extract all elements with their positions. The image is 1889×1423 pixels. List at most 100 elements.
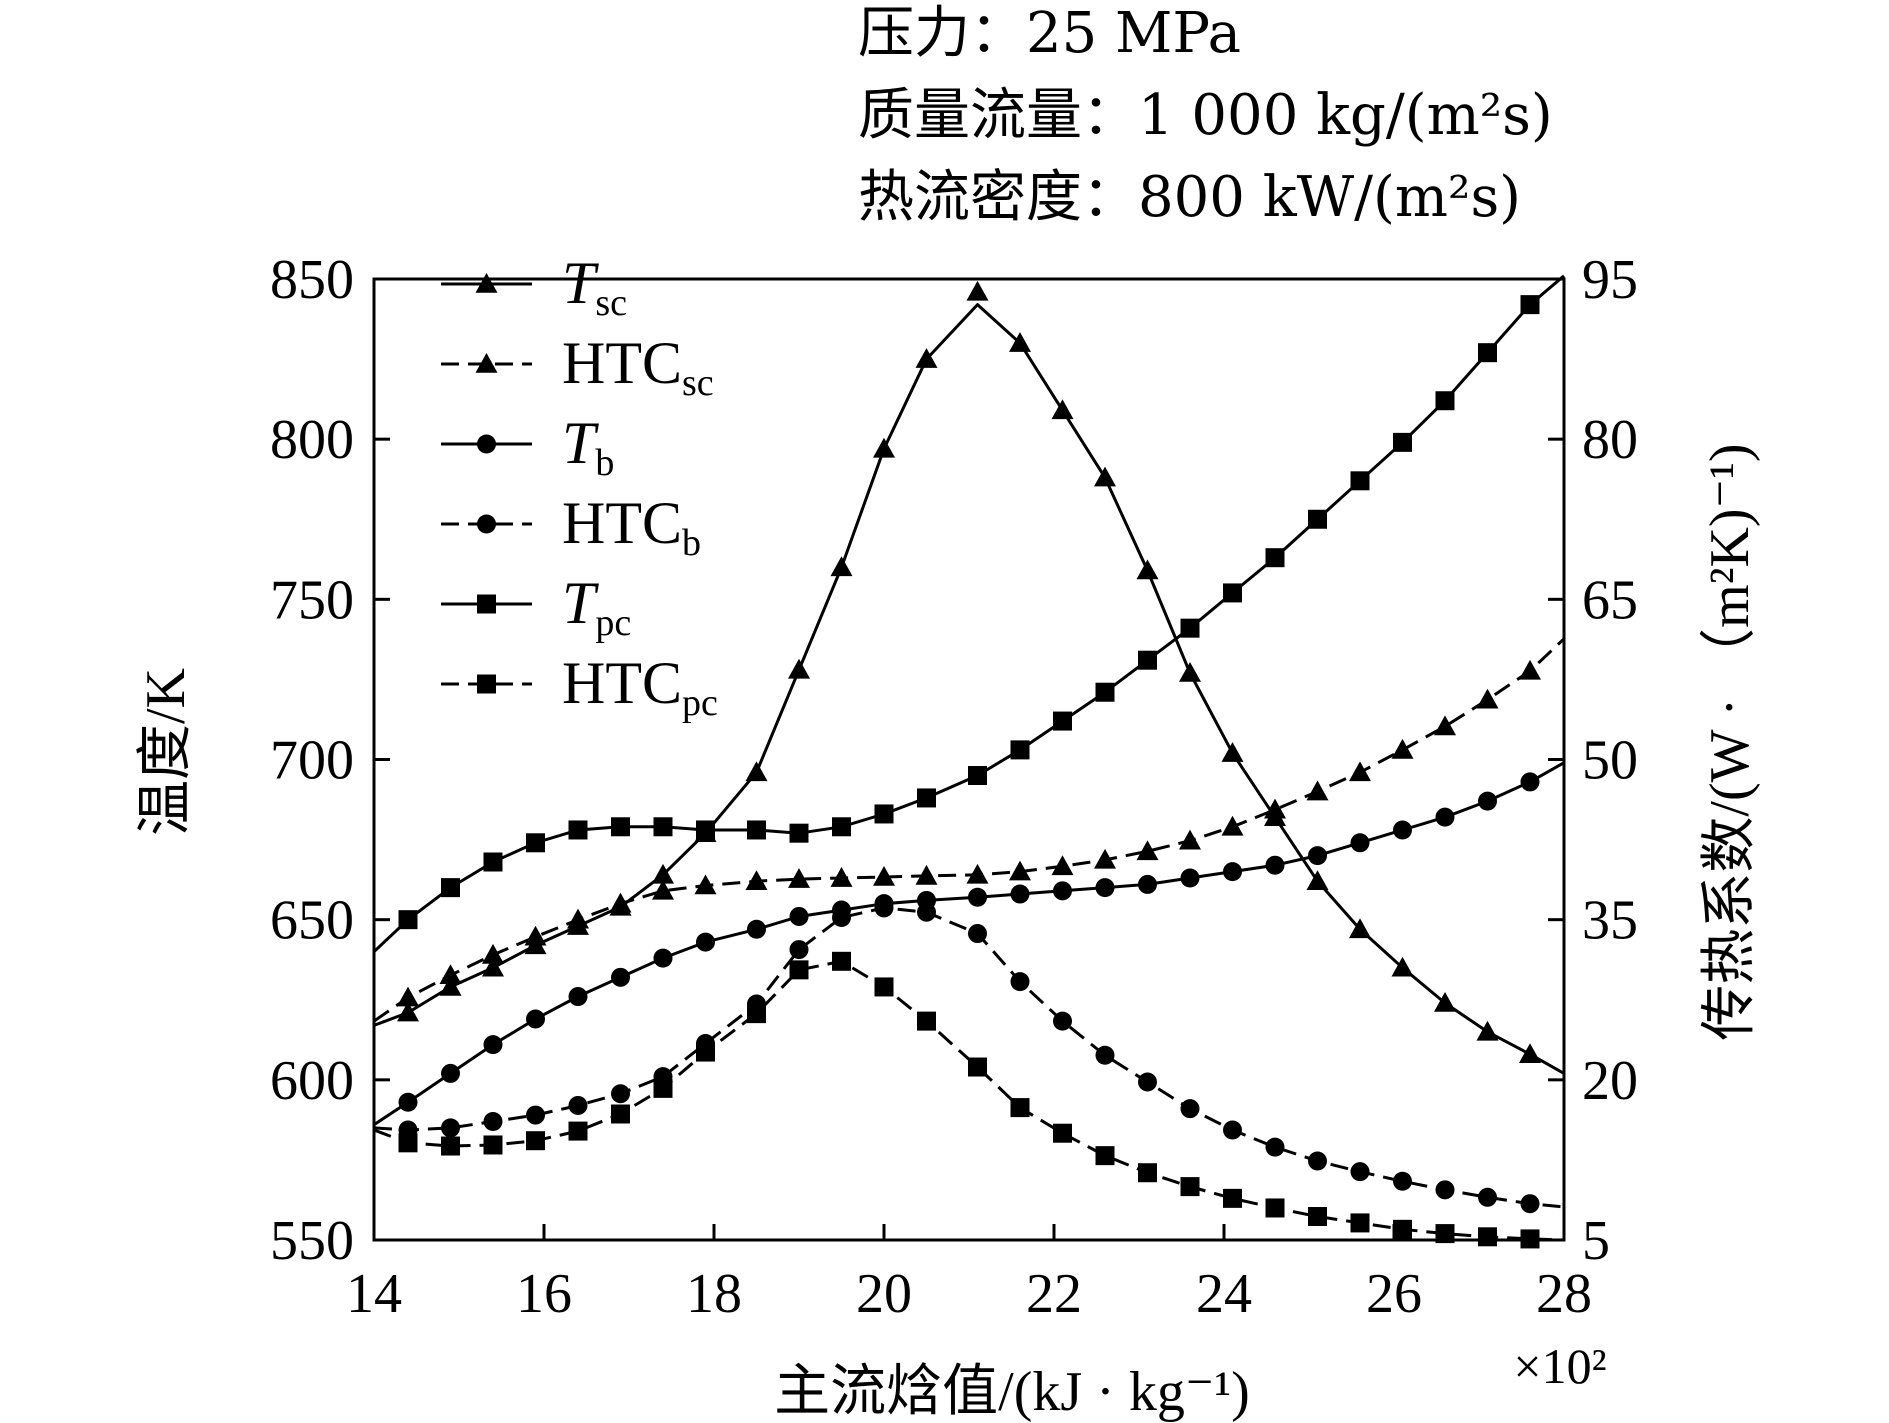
legend-item-htcb: HTCb	[441, 490, 701, 564]
data-point-tpc	[874, 804, 894, 824]
data-point-tpc	[1095, 682, 1115, 702]
data-point-htcpc	[1053, 1123, 1072, 1143]
data-point-htcb	[1308, 1151, 1327, 1171]
x-tick-label: 26	[1366, 1263, 1422, 1325]
data-point-tsc	[788, 658, 810, 679]
x-tick-label: 24	[1196, 1263, 1252, 1325]
data-point-htcsc	[1476, 688, 1499, 709]
data-point-tpc	[789, 823, 809, 843]
data-point-htcsc	[567, 908, 589, 929]
data-point-htcsc	[873, 865, 895, 886]
data-point-htcb	[1223, 1120, 1242, 1140]
legend-label: Tb	[562, 410, 614, 484]
data-point-tpc	[568, 820, 588, 840]
legend-item-htcpc: HTCpc	[441, 650, 718, 724]
data-point-tb	[696, 932, 715, 952]
data-point-tpc	[1180, 618, 1200, 638]
series-line-htcpc	[373, 959, 1565, 1242]
data-point-tsc	[397, 1001, 419, 1022]
y-tick-label-right: 5	[1582, 1210, 1610, 1272]
data-point-tsc	[652, 863, 674, 884]
data-point-tb	[526, 1009, 545, 1029]
data-point-tb	[1053, 881, 1072, 901]
legend-item-tb: Tb	[441, 410, 614, 484]
legend-marker	[477, 594, 496, 614]
data-point-htcb	[1520, 1194, 1540, 1214]
legend-label: HTCpc	[562, 650, 718, 724]
data-point-htcb	[1180, 1099, 1200, 1119]
data-point-htcsc	[1136, 840, 1159, 861]
legend-marker	[477, 514, 496, 534]
legend-marker	[477, 674, 496, 694]
data-point-tsc	[1434, 991, 1456, 1012]
data-point-htcpc	[1520, 1229, 1540, 1249]
data-point-tpc	[1520, 295, 1540, 315]
data-point-htcsc	[915, 864, 938, 885]
y-tick-label-left: 750	[270, 569, 354, 631]
legend-label: Tsc	[562, 250, 627, 324]
data-point-tb	[1223, 862, 1242, 882]
x-tick-label: 16	[516, 1263, 572, 1325]
x-axis-label: 主流焓值/(kJ · kg⁻¹)	[774, 1361, 1250, 1423]
series-line-htcsc	[373, 637, 1566, 1023]
y-tick-label-right: 95	[1582, 249, 1638, 311]
data-point-htcsc	[482, 943, 504, 964]
data-point-htcb	[1350, 1162, 1370, 1182]
data-point-tsc	[1009, 332, 1031, 352]
series-tpc	[372, 274, 1565, 953]
legend-marker	[475, 273, 498, 293]
data-point-tpc	[441, 878, 460, 898]
data-point-tpc	[832, 817, 851, 837]
data-point-htcb	[568, 1095, 588, 1115]
data-point-htcpc	[398, 1133, 418, 1153]
legend-label: HTCb	[562, 490, 701, 564]
y-tick-label-left: 650	[270, 890, 354, 952]
data-point-tb	[1010, 884, 1030, 904]
data-point-htcb	[1010, 972, 1030, 992]
data-point-htcsc	[1051, 855, 1074, 876]
data-point-htcpc	[968, 1057, 987, 1077]
data-point-htcsc	[1179, 829, 1201, 850]
x-tick-label: 18	[686, 1263, 742, 1325]
data-point-tsc	[1094, 466, 1116, 487]
data-point-htcsc	[1221, 815, 1244, 836]
data-point-tb	[1350, 833, 1370, 853]
data-point-tb	[483, 1035, 503, 1055]
data-point-tb	[1308, 846, 1327, 866]
data-point-tpc	[653, 817, 673, 837]
x-tick-label: 14	[346, 1263, 402, 1325]
data-point-htcsc	[830, 867, 853, 887]
data-point-tb	[1138, 874, 1157, 894]
legend-marker	[475, 353, 498, 373]
data-point-tb	[1180, 868, 1200, 888]
series-line-tpc	[372, 274, 1565, 953]
data-point-htcb	[526, 1105, 545, 1125]
annotation-heat-flux: 热流密度：800 kW/(m²s)	[858, 165, 1522, 230]
data-point-htcpc	[568, 1121, 588, 1141]
y-axis-label-left: 温度/K	[135, 668, 197, 836]
y-tick-label-left: 700	[270, 730, 354, 792]
data-point-htcpc	[1265, 1198, 1285, 1218]
data-point-tsc	[1349, 918, 1371, 939]
series-line-tsc	[373, 303, 1565, 1075]
data-point-htcb	[789, 940, 809, 960]
data-point-htcb	[1435, 1180, 1455, 1200]
y-tick-label-left: 850	[270, 249, 354, 311]
data-point-htcb	[917, 902, 936, 922]
data-point-tpc	[747, 820, 766, 840]
data-point-htcpc	[1435, 1224, 1455, 1244]
data-point-tpc	[968, 766, 987, 786]
data-point-tb	[611, 967, 630, 987]
data-point-tb	[1478, 791, 1497, 811]
data-point-htcsc	[745, 870, 768, 891]
data-point-tb	[1520, 772, 1540, 792]
data-point-htcsc	[1434, 715, 1456, 736]
data-point-tsc	[745, 761, 768, 782]
data-point-htcb	[968, 924, 987, 944]
data-point-htcpc	[696, 1042, 715, 1062]
data-point-tpc	[1350, 471, 1370, 491]
data-point-htcb	[1478, 1187, 1497, 1207]
data-point-tpc	[1435, 391, 1455, 411]
data-point-tpc	[398, 910, 418, 930]
